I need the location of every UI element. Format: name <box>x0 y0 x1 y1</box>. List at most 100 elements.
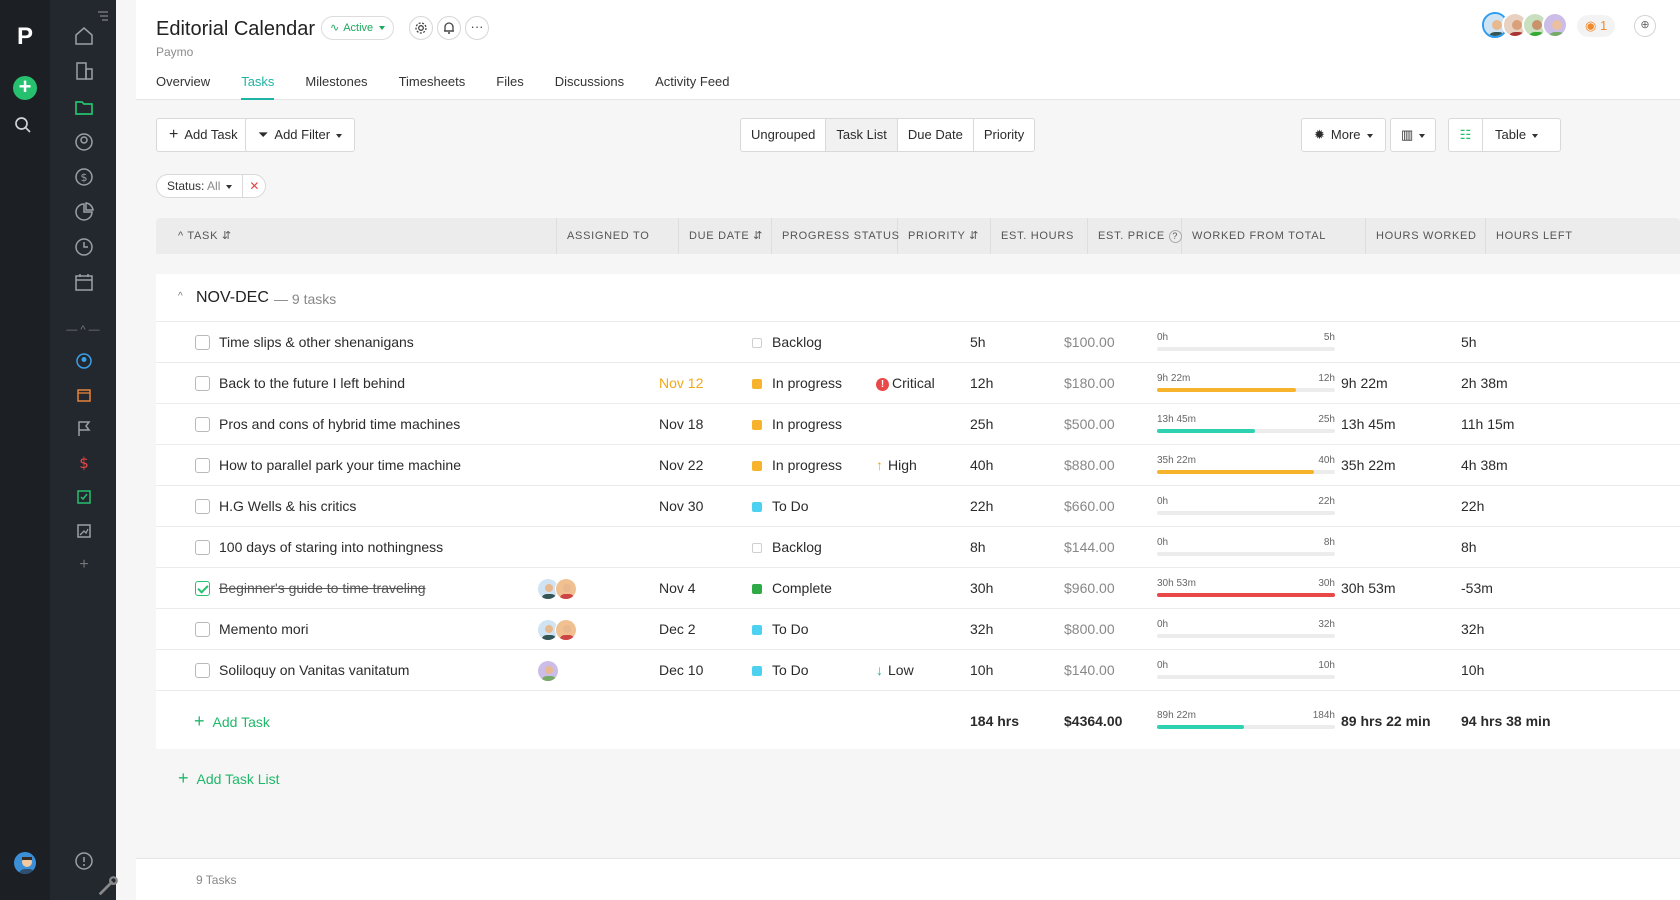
create-new-button[interactable]: + <box>13 76 37 100</box>
clients-icon[interactable] <box>73 60 95 82</box>
collapse-sidebar-icon[interactable] <box>96 8 110 21</box>
task-checkbox[interactable] <box>195 581 210 596</box>
col-progress-status[interactable]: PROGRESS STATUS <box>772 218 899 254</box>
est-hours[interactable]: 12h <box>970 375 994 391</box>
team-user-icon[interactable] <box>73 350 95 372</box>
task-name[interactable]: Back to the future I left behind <box>219 375 406 391</box>
tab-activity-feed[interactable]: Activity Feed <box>655 74 730 89</box>
home-icon[interactable] <box>73 25 95 47</box>
task-checkbox[interactable] <box>195 458 210 473</box>
collapse-chevron-icon[interactable]: ^ <box>178 291 183 302</box>
contacts-icon[interactable] <box>73 131 95 153</box>
notifications-bell-button[interactable] <box>437 16 461 40</box>
col-priority[interactable]: PRIORITY ⇵ <box>898 218 991 254</box>
task-checkbox[interactable] <box>195 417 210 432</box>
rail-separator[interactable]: — ^ — <box>66 324 100 336</box>
est-hours[interactable]: 8h <box>970 539 986 555</box>
settings-gear-button[interactable] <box>409 16 433 40</box>
col-est-hours[interactable]: EST. HOURS <box>991 218 1088 254</box>
est-hours[interactable]: 5h <box>970 334 986 350</box>
col-hours-left[interactable]: HOURS LEFT <box>1496 230 1573 242</box>
col-due-date[interactable]: DUE DATE ⇵ <box>679 218 772 254</box>
task-checkbox[interactable] <box>195 540 210 555</box>
task-list-group[interactable]: ^ NOV-DEC — 9 tasks <box>156 274 1680 322</box>
task-name[interactable]: Time slips & other shenanigans <box>219 334 414 350</box>
progress-status[interactable]: In progress <box>752 404 842 445</box>
due-date[interactable]: Nov 18 <box>659 416 704 432</box>
more-button[interactable]: ✹ More <box>1301 118 1386 152</box>
inline-add-task-button[interactable]: + Add Task <box>194 694 270 749</box>
assignee-avatar[interactable] <box>537 619 559 641</box>
columns-button[interactable]: ▥ <box>1390 118 1437 152</box>
invoices-dollar-icon[interactable]: $ <box>73 166 95 188</box>
status-dropdown[interactable]: ∿ Active <box>321 16 395 40</box>
info-icon[interactable] <box>73 850 95 872</box>
add-user-button[interactable]: ⊕ <box>1634 15 1656 37</box>
table-row[interactable]: Pros and cons of hybrid time machines Nov… <box>156 404 1680 445</box>
table-row[interactable]: Time slips & other shenanigans Backlog 5h $… <box>156 322 1680 363</box>
add-task-button[interactable]: + Add Task <box>156 118 251 152</box>
due-date[interactable]: Dec 10 <box>659 662 704 678</box>
due-date[interactable]: Nov 12 <box>659 375 704 391</box>
task-name[interactable]: How to parallel park your time machine <box>219 457 461 473</box>
task-checkbox[interactable] <box>195 622 210 637</box>
add-task-list-button[interactable]: + Add Task List <box>178 768 280 789</box>
group-ungrouped[interactable]: Ungrouped <box>741 119 827 151</box>
table-row[interactable]: Soliloquy on Vanitas vanitatum Dec 10 To D… <box>156 650 1680 691</box>
progress-status[interactable]: In progress <box>752 445 842 486</box>
task-checkbox[interactable] <box>195 376 210 391</box>
group-priority[interactable]: Priority <box>983 127 1025 142</box>
table-row[interactable]: 100 days of staring into nothingness Back… <box>156 527 1680 568</box>
time-clock-icon[interactable] <box>73 236 95 258</box>
schedule-calendar-icon[interactable] <box>73 384 95 406</box>
est-hours[interactable]: 22h <box>970 498 994 514</box>
tab-milestones[interactable]: Milestones <box>305 74 368 89</box>
add-module-icon[interactable]: + <box>79 556 89 573</box>
due-date[interactable]: Nov 4 <box>659 580 696 596</box>
search-icon[interactable] <box>14 116 32 139</box>
col-worked-from-total[interactable]: WORKED FROM TOTAL <box>1182 218 1366 254</box>
tab-files[interactable]: Files <box>496 74 524 89</box>
progress-status[interactable]: To Do <box>752 486 809 527</box>
task-name[interactable]: Beginner's guide to time traveling <box>219 580 426 596</box>
task-name[interactable]: Memento mori <box>219 621 309 637</box>
assignee-avatar[interactable] <box>537 660 559 682</box>
user-avatar[interactable] <box>12 850 38 876</box>
client-name[interactable]: Paymo <box>156 45 194 59</box>
paymo-logo[interactable]: P <box>16 23 33 50</box>
group-task-list[interactable]: Task List <box>826 119 898 151</box>
tab-discussions[interactable]: Discussions <box>554 74 625 89</box>
member-avatar[interactable] <box>1502 12 1528 38</box>
tasks-check-icon[interactable] <box>73 486 95 508</box>
group-due-date[interactable]: Due Date <box>898 119 974 151</box>
est-hours[interactable]: 40h <box>970 457 994 473</box>
est-hours[interactable]: 30h <box>970 580 994 596</box>
view-switcher[interactable]: ☷ Table <box>1448 118 1561 152</box>
assignee-avatar[interactable] <box>537 578 559 600</box>
more-options-button[interactable]: ··· <box>465 16 489 40</box>
table-row[interactable]: H.G Wells & his critics Nov 30 To Do 22h $66… <box>156 486 1680 527</box>
task-name[interactable]: H.G Wells & his critics <box>219 498 357 514</box>
table-row[interactable]: Memento mori Dec 2 To Do 32h $800.00 0h 32h 32h <box>156 609 1680 650</box>
portfolio-chart-icon[interactable] <box>73 520 95 542</box>
col-est-price[interactable]: EST. PRICE ? <box>1088 218 1182 254</box>
task-name[interactable]: 100 days of staring into nothingness <box>219 539 444 555</box>
member-avatar[interactable] <box>1522 12 1548 38</box>
priority[interactable]: ↓ Low <box>876 650 914 691</box>
table-row[interactable]: Beginner's guide to time traveling Nov 4 C… <box>156 568 1680 609</box>
est-hours[interactable]: 32h <box>970 621 994 637</box>
col-assigned[interactable]: ASSIGNED TO <box>557 218 679 254</box>
due-date[interactable]: Dec 2 <box>659 621 696 637</box>
task-checkbox[interactable] <box>195 335 210 350</box>
tab-tasks[interactable]: Tasks <box>241 74 275 100</box>
member-avatar[interactable] <box>1542 12 1568 38</box>
projects-folder-icon[interactable] <box>73 96 95 118</box>
project-members[interactable] <box>1482 12 1568 38</box>
status-filter-chip[interactable]: Status: All ✕ <box>156 174 267 198</box>
tab-overview[interactable]: Overview <box>156 74 211 89</box>
progress-status[interactable]: Backlog <box>752 322 822 363</box>
progress-status[interactable]: Complete <box>752 568 832 609</box>
task-name[interactable]: Soliloquy on Vanitas vanitatum <box>219 662 410 678</box>
assignee-avatar[interactable] <box>555 578 577 600</box>
calendar-icon[interactable] <box>73 271 95 293</box>
